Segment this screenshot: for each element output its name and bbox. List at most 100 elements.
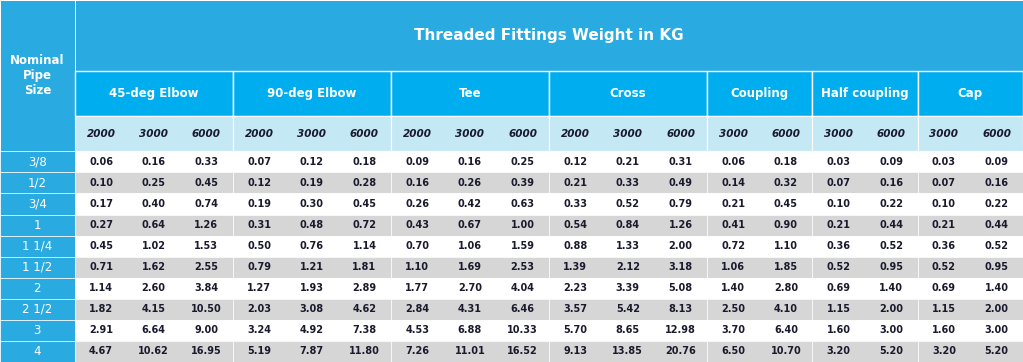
Bar [707, 151, 812, 172]
Text: 5.19: 5.19 [248, 346, 271, 357]
Bar [707, 215, 812, 236]
Text: 1.15: 1.15 [827, 304, 850, 314]
Bar [75, 116, 1023, 151]
Bar [918, 320, 1023, 341]
Text: 0.76: 0.76 [300, 241, 323, 251]
Text: 3000: 3000 [930, 129, 959, 139]
Bar [918, 172, 1023, 193]
Text: 3.20: 3.20 [827, 346, 850, 357]
Bar [75, 320, 1023, 341]
Bar [75, 151, 1023, 172]
Bar [812, 215, 918, 236]
Text: 3000: 3000 [455, 129, 484, 139]
Bar [918, 71, 1023, 116]
Bar [918, 116, 1023, 151]
Text: 0.22: 0.22 [880, 199, 903, 209]
Text: 1.85: 1.85 [773, 262, 798, 272]
Text: Cross: Cross [610, 87, 647, 100]
Bar [391, 257, 549, 278]
Text: 0.72: 0.72 [721, 241, 745, 251]
Text: 0.17: 0.17 [89, 199, 113, 209]
Text: 0.10: 0.10 [89, 178, 113, 188]
Text: 4.62: 4.62 [353, 304, 376, 314]
Text: 0.03: 0.03 [827, 157, 850, 167]
Text: 0.27: 0.27 [89, 220, 113, 230]
Text: 1.40: 1.40 [721, 283, 745, 293]
Bar [75, 278, 233, 299]
Bar [707, 71, 812, 116]
Text: 4.15: 4.15 [142, 304, 166, 314]
Bar [549, 236, 707, 257]
Bar [75, 236, 1023, 257]
Bar [75, 193, 233, 215]
Text: 0.42: 0.42 [458, 199, 482, 209]
Text: 0.95: 0.95 [985, 262, 1009, 272]
Text: 0.07: 0.07 [827, 178, 850, 188]
Text: 0.16: 0.16 [142, 157, 166, 167]
Bar [233, 341, 391, 362]
Text: 6000: 6000 [350, 129, 379, 139]
Text: 0.48: 0.48 [300, 220, 324, 230]
Text: 0.22: 0.22 [985, 199, 1009, 209]
Bar [391, 299, 549, 320]
Bar [233, 193, 391, 215]
Text: 0.52: 0.52 [880, 241, 903, 251]
Bar [75, 172, 233, 193]
Bar [812, 320, 918, 341]
Text: 7.87: 7.87 [300, 346, 324, 357]
Text: 9.00: 9.00 [194, 325, 218, 336]
Bar [75, 151, 233, 172]
Bar [75, 116, 233, 151]
Text: 3.57: 3.57 [564, 304, 587, 314]
Text: 9.13: 9.13 [564, 346, 587, 357]
Text: 0.26: 0.26 [405, 199, 429, 209]
Bar [549, 257, 707, 278]
Bar [549, 278, 707, 299]
Bar [75, 278, 1023, 299]
Bar [391, 116, 549, 151]
Text: 20.76: 20.76 [665, 346, 696, 357]
Text: Cap: Cap [958, 87, 983, 100]
Text: 0.21: 0.21 [827, 220, 850, 230]
Text: 2.00: 2.00 [985, 304, 1009, 314]
Bar [812, 116, 918, 151]
Text: 0.25: 0.25 [142, 178, 166, 188]
Bar [549, 341, 707, 362]
Text: 0.49: 0.49 [669, 178, 693, 188]
Bar [549, 172, 707, 193]
Text: 7.26: 7.26 [405, 346, 429, 357]
Text: 0.45: 0.45 [774, 199, 798, 209]
Text: 0.67: 0.67 [458, 220, 482, 230]
Text: 1.10: 1.10 [405, 262, 429, 272]
Bar [0, 320, 75, 341]
Bar [75, 71, 233, 116]
Text: 0.12: 0.12 [248, 178, 271, 188]
Text: 12.98: 12.98 [665, 325, 696, 336]
Bar [707, 299, 812, 320]
Text: 0.12: 0.12 [564, 157, 587, 167]
Text: 11.01: 11.01 [454, 346, 485, 357]
Bar [918, 151, 1023, 172]
Text: 5.70: 5.70 [564, 325, 587, 336]
Bar [233, 257, 391, 278]
Bar [918, 257, 1023, 278]
Text: 4.53: 4.53 [405, 325, 429, 336]
Text: 1.93: 1.93 [300, 283, 323, 293]
Bar [391, 71, 549, 116]
Text: 5.42: 5.42 [616, 304, 639, 314]
Bar [0, 0, 75, 151]
Bar [707, 236, 812, 257]
Text: 4: 4 [34, 345, 41, 358]
Bar [75, 257, 1023, 278]
Text: 0.70: 0.70 [405, 241, 429, 251]
Text: 2.70: 2.70 [458, 283, 482, 293]
Bar [812, 71, 918, 116]
Text: 1.06: 1.06 [458, 241, 482, 251]
Text: 1.14: 1.14 [353, 241, 376, 251]
Text: 0.33: 0.33 [616, 178, 639, 188]
Text: 0.07: 0.07 [248, 157, 271, 167]
Text: 0.16: 0.16 [880, 178, 903, 188]
Text: 6.40: 6.40 [774, 325, 798, 336]
Text: 1.59: 1.59 [510, 241, 534, 251]
Text: Nominal
Pipe
Size: Nominal Pipe Size [10, 54, 64, 97]
